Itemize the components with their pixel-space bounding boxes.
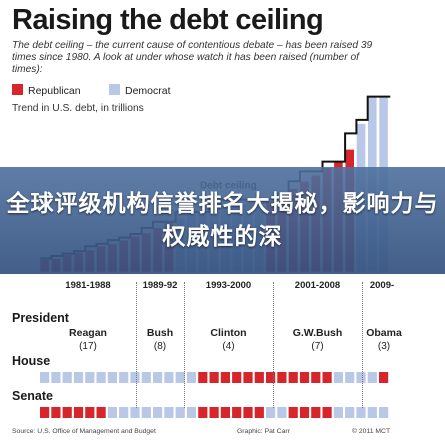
president-count: (8) bbox=[153, 341, 167, 352]
president-name: Bush bbox=[146, 327, 174, 339]
period-divider bbox=[362, 282, 363, 408]
legend-item-democrat: Democrat bbox=[109, 84, 171, 97]
senate-cell-1982 bbox=[51, 407, 61, 418]
legend-label-republican: Republican bbox=[28, 85, 81, 97]
period-divider bbox=[184, 282, 185, 408]
senate-cell-1999 bbox=[243, 407, 253, 418]
senate-cell-1989 bbox=[130, 407, 140, 418]
senate-cell-2011 bbox=[379, 407, 389, 418]
senate-cell-2005 bbox=[311, 407, 321, 418]
house-cell-1991 bbox=[153, 372, 163, 383]
house-cell-2003 bbox=[288, 372, 298, 383]
house-cell-1995 bbox=[198, 372, 208, 383]
house-cell-1987 bbox=[107, 372, 117, 383]
senate-cell-2007 bbox=[333, 407, 343, 418]
legend-item-republican: Republican bbox=[12, 84, 81, 97]
period-label: 1989-92 bbox=[142, 280, 178, 291]
house-cell-1992 bbox=[164, 372, 174, 383]
period-label: 1981-1988 bbox=[65, 280, 111, 291]
graphic-credit: Graphic: Pat Carr bbox=[237, 428, 290, 435]
senate-cell-2010 bbox=[367, 407, 377, 418]
chart-title: Raising the debt ceiling bbox=[12, 4, 324, 36]
house-cell-1993 bbox=[175, 372, 185, 383]
senate-cell-1984 bbox=[73, 407, 84, 418]
senate-cell-2000 bbox=[254, 407, 264, 418]
copyright: © 2011 MCT bbox=[352, 428, 391, 435]
house-cell-1997 bbox=[220, 372, 230, 383]
period-divider bbox=[273, 282, 274, 408]
senate-cell-1993 bbox=[175, 407, 185, 418]
legend-label-democrat: Democrat bbox=[125, 85, 171, 97]
senate-cell-1997 bbox=[220, 407, 230, 418]
overlay-banner bbox=[0, 167, 445, 274]
house-cell-1983 bbox=[62, 372, 72, 383]
chart-subtitle: The debt ceiling – the current cause of … bbox=[12, 40, 373, 75]
house-cell-1982 bbox=[51, 372, 61, 383]
house-cell-2011 bbox=[379, 372, 389, 383]
president-name: G.W.Bush bbox=[292, 327, 343, 339]
senate-cell-1996 bbox=[209, 407, 219, 418]
period-label: 1993-2000 bbox=[205, 280, 252, 291]
house-cell-1990 bbox=[141, 372, 151, 383]
house-cell-1988 bbox=[119, 372, 129, 383]
senate-cell-1991 bbox=[153, 407, 163, 418]
senate-cell-1981 bbox=[40, 407, 50, 418]
legend-swatch-democrat bbox=[109, 84, 120, 95]
period-label: 2009- bbox=[369, 280, 395, 291]
senate-cell-1988 bbox=[119, 407, 129, 418]
house-heading: House bbox=[12, 354, 51, 368]
source-note: Source: U.S. Office of Management and Bu… bbox=[12, 428, 156, 435]
house-cell-1994 bbox=[186, 372, 197, 383]
senate-cell-2004 bbox=[299, 407, 310, 418]
president-count: (7) bbox=[311, 341, 324, 352]
house-cell-1985 bbox=[85, 372, 95, 383]
period-label: 2001-2008 bbox=[294, 280, 341, 291]
house-cell-2006 bbox=[322, 372, 332, 383]
house-cell-2001 bbox=[266, 372, 276, 383]
period-divider bbox=[136, 282, 137, 408]
senate-cell-1995 bbox=[198, 407, 208, 418]
banner-headline: 全球评级机构信誉排名大揭秘，影响力与权威性的深 bbox=[6, 191, 439, 250]
house-cell-1986 bbox=[96, 372, 106, 383]
senate-cell-1987 bbox=[107, 407, 117, 418]
president-heading: President bbox=[12, 311, 69, 325]
president-count: (17) bbox=[79, 341, 97, 352]
senate-cell-2002 bbox=[277, 407, 287, 418]
senate-cell-2001 bbox=[266, 407, 276, 418]
senate-cell-2003 bbox=[288, 407, 298, 418]
house-cell-1996 bbox=[209, 372, 219, 383]
house-cell-2002 bbox=[277, 372, 287, 383]
house-cell-2000 bbox=[254, 372, 264, 383]
period-labels: 1981-1988 1989-92 1993-2000 2001-2008 20… bbox=[0, 280, 445, 294]
senate-cell-1994 bbox=[186, 407, 197, 418]
president-name: Clinton bbox=[210, 327, 247, 339]
senate-cell-1983 bbox=[62, 407, 72, 418]
house-cell-1998 bbox=[232, 372, 242, 383]
house-cell-1981 bbox=[40, 372, 50, 383]
house-cell-2005 bbox=[311, 372, 321, 383]
legend-swatch-republican bbox=[12, 84, 23, 95]
house-cell-2004 bbox=[299, 372, 310, 383]
president-name: Obama bbox=[366, 327, 402, 339]
president-name: Reagan bbox=[69, 327, 107, 339]
senate-cell-1985 bbox=[85, 407, 95, 418]
senate-cell-2009 bbox=[356, 407, 366, 418]
house-cell-1984 bbox=[73, 372, 84, 383]
senate-cell-1998 bbox=[232, 407, 242, 418]
house-cell-2009 bbox=[356, 372, 366, 383]
senate-cell-2006 bbox=[322, 407, 332, 418]
senate-heading: Senate bbox=[12, 389, 53, 403]
house-cell-2008 bbox=[345, 372, 355, 383]
trend-label: Trend in U.S. debt, in trillions bbox=[12, 103, 144, 114]
house-cell-2007 bbox=[333, 372, 343, 383]
president-count: (3) bbox=[377, 341, 391, 352]
senate-cell-1990 bbox=[141, 407, 151, 418]
senate-cell-1992 bbox=[164, 407, 174, 418]
house-cell-1989 bbox=[130, 372, 140, 383]
senate-cell-2008 bbox=[345, 407, 355, 418]
president-count: (4) bbox=[222, 341, 235, 352]
house-cell-2010 bbox=[367, 372, 377, 383]
house-cell-1999 bbox=[243, 372, 253, 383]
senate-cell-1986 bbox=[96, 407, 106, 418]
